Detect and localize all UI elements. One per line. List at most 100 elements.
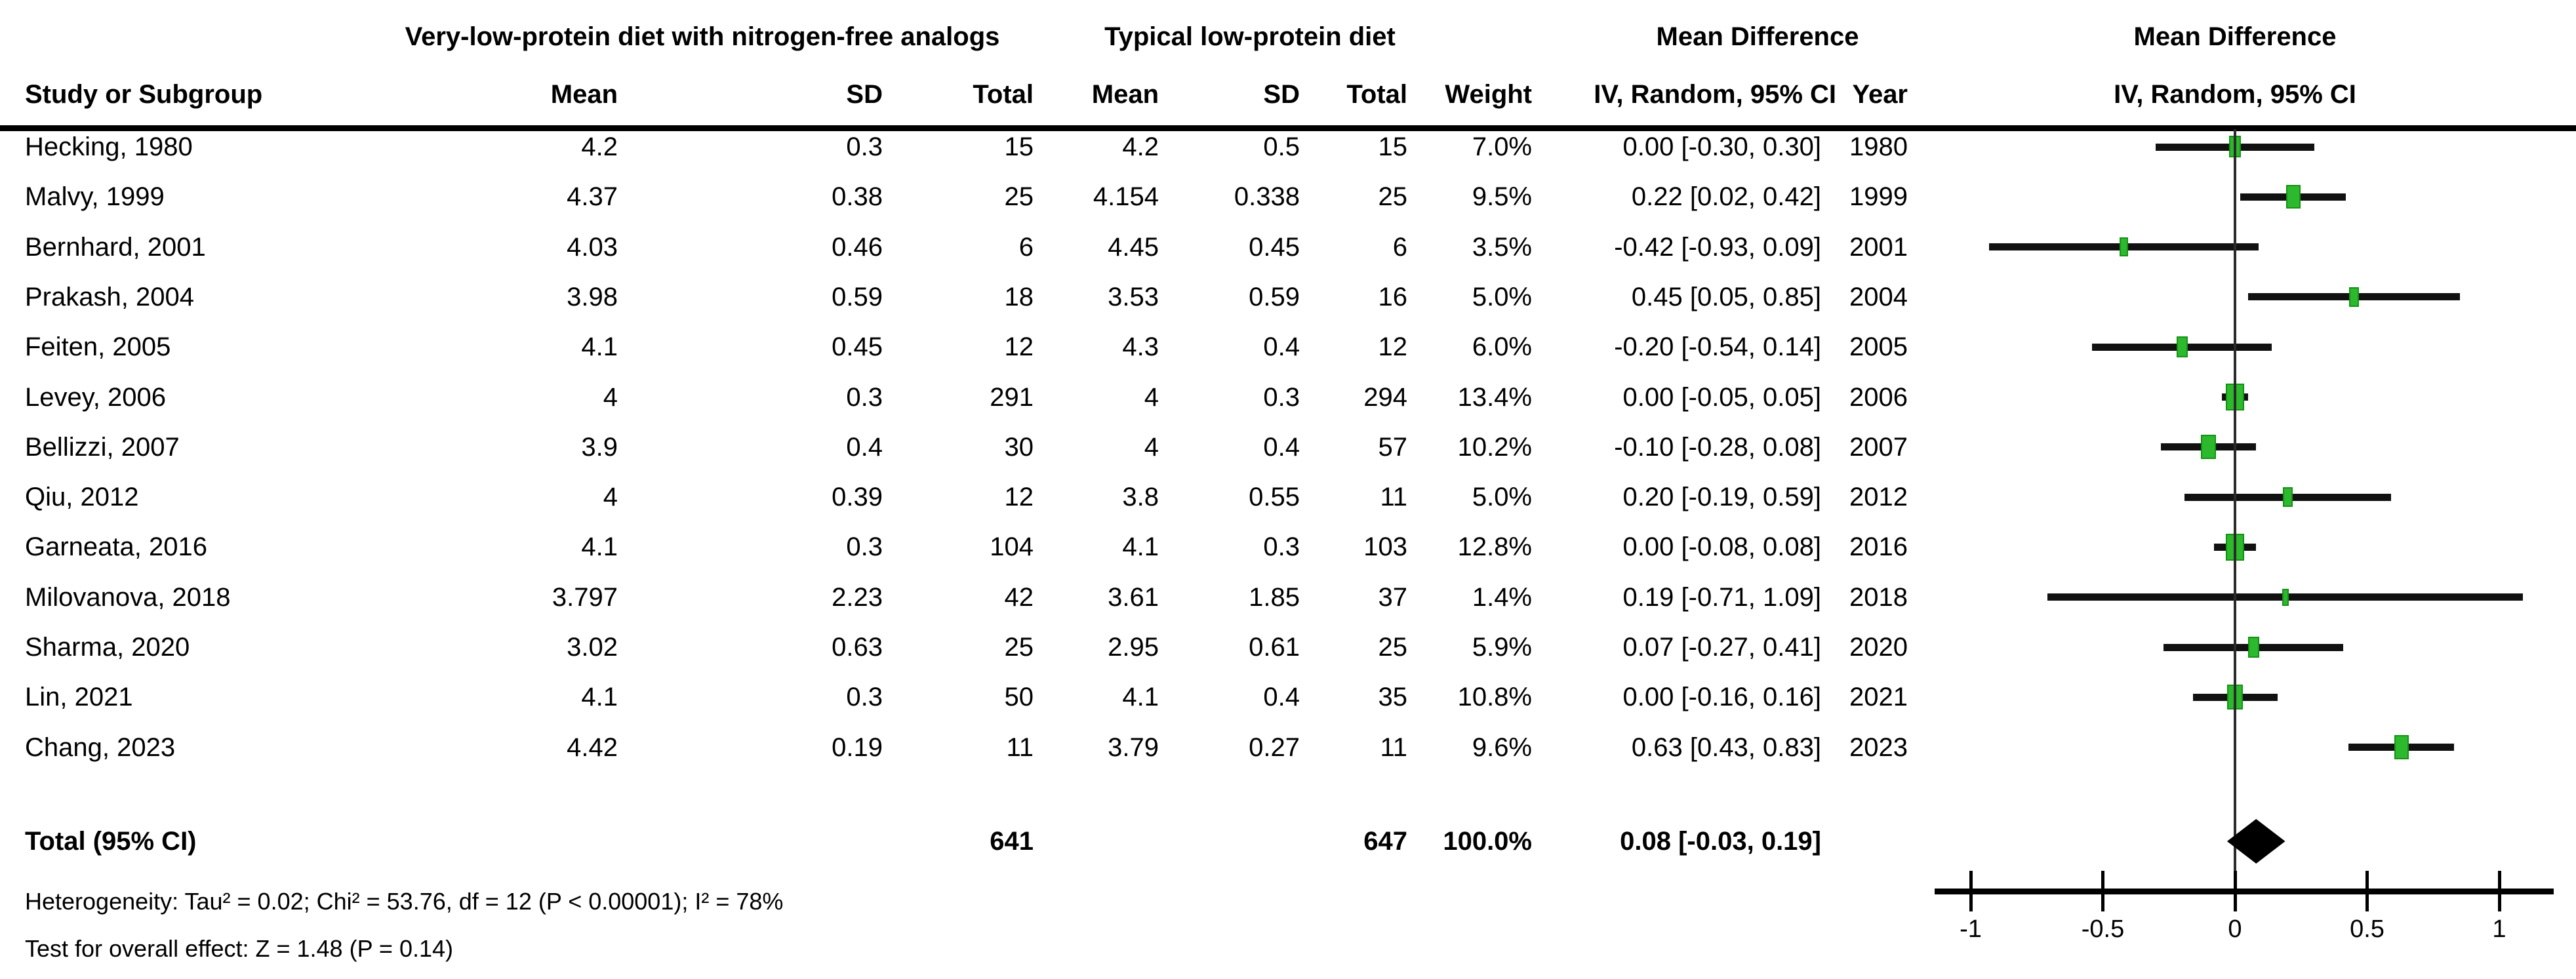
axis-tick [2365, 871, 2369, 911]
study-sd-2: 0.4 [1263, 332, 1300, 362]
total-n1: 641 [990, 827, 1034, 856]
study-sd-2: 0.45 [1249, 232, 1300, 262]
effect-marker [2285, 185, 2301, 209]
study-ci-text: 0.07 [-0.27, 0.41] [1622, 633, 1821, 662]
study-total-2: 25 [1378, 633, 1408, 662]
study-year: 2012 [1849, 483, 1908, 512]
study-name: Garneata, 2016 [25, 532, 207, 562]
study-total-1: 104 [990, 532, 1034, 562]
study-sd-1: 0.38 [832, 182, 883, 212]
study-sd-2: 0.61 [1249, 633, 1300, 662]
study-name: Levey, 2006 [25, 382, 166, 412]
study-weight: 5.0% [1472, 282, 1532, 311]
study-total-1: 12 [1004, 483, 1034, 512]
study-ci-text: 0.19 [-0.71, 1.09] [1622, 582, 1821, 612]
study-mean-1: 4.37 [567, 182, 618, 212]
study-year: 2006 [1849, 382, 1908, 412]
study-ci-text: 0.00 [-0.05, 0.05] [1622, 382, 1821, 412]
study-name: Milovanova, 2018 [25, 582, 231, 612]
header-separator-line [0, 125, 2576, 131]
group1-mean-header: Mean [550, 80, 618, 109]
study-mean-2: 3.61 [1108, 582, 1159, 612]
study-sd-1: 0.45 [832, 332, 883, 362]
heterogeneity-stats: Heterogeneity: Tau² = 0.02; Chi² = 53.76… [25, 888, 784, 915]
study-name: Prakash, 2004 [25, 282, 194, 311]
study-mean-1: 3.02 [567, 633, 618, 662]
study-total-2: 103 [1363, 532, 1407, 562]
study-ci-text: -0.20 [-0.54, 0.14] [1614, 332, 1821, 362]
study-sd-2: 0.4 [1263, 683, 1300, 712]
study-year: 2020 [1849, 633, 1908, 662]
study-ci-text: -0.42 [-0.93, 0.09] [1614, 232, 1821, 262]
study-name: Hecking, 1980 [25, 132, 193, 161]
study-name: Bellizzi, 2007 [25, 432, 180, 462]
mean-difference-column-title: Mean Difference [1656, 22, 1859, 51]
study-mean-1: 3.797 [552, 582, 618, 612]
axis-tick [2497, 871, 2501, 911]
study-mean-2: 3.53 [1108, 282, 1159, 311]
study-total-1: 25 [1004, 633, 1034, 662]
study-total-2: 57 [1378, 432, 1408, 462]
study-year: 2004 [1849, 282, 1908, 311]
total-ci-text: 0.08 [-0.03, 0.19] [1620, 827, 1821, 856]
study-sd-2: 0.338 [1234, 182, 1300, 212]
study-sd-1: 0.3 [846, 382, 883, 412]
study-weight: 5.9% [1472, 633, 1532, 662]
study-weight: 13.4% [1457, 382, 1532, 412]
effect-marker [2176, 336, 2188, 358]
effect-marker [2282, 487, 2293, 508]
overall-effect-test: Test for overall effect: Z = 1.48 (P = 0… [25, 935, 454, 962]
study-total-2: 11 [1380, 483, 1407, 512]
study-total-1: 18 [1004, 282, 1034, 311]
study-year: 2023 [1849, 732, 1908, 762]
study-name: Feiten, 2005 [25, 332, 171, 362]
study-total-1: 30 [1004, 432, 1034, 462]
study-total-2: 294 [1363, 382, 1407, 412]
study-total-1: 25 [1004, 182, 1034, 212]
study-mean-2: 4.1 [1122, 683, 1159, 712]
study-ci-text: 0.20 [-0.19, 0.59] [1622, 483, 1821, 512]
study-weight: 6.0% [1472, 332, 1532, 362]
study-total-1: 42 [1004, 582, 1034, 612]
study-mean-1: 3.98 [567, 282, 618, 311]
study-mean-2: 4.154 [1093, 182, 1159, 212]
study-year: 2021 [1849, 683, 1908, 712]
study-mean-1: 4.42 [567, 732, 618, 762]
study-ci-text: -0.10 [-0.28, 0.08] [1614, 432, 1821, 462]
study-name: Malvy, 1999 [25, 182, 165, 212]
study-ci-text: 0.63 [0.43, 0.83] [1631, 732, 1821, 762]
study-name: Qiu, 2012 [25, 483, 139, 512]
x-axis-line [1935, 889, 2554, 894]
study-sd-2: 0.4 [1263, 432, 1300, 462]
study-sd-2: 0.3 [1263, 382, 1300, 412]
study-sd-1: 0.39 [832, 483, 883, 512]
study-total-2: 11 [1380, 732, 1407, 762]
study-column-header: Study or Subgroup [25, 80, 263, 109]
study-total-1: 12 [1004, 332, 1034, 362]
study-mean-1: 3.9 [581, 432, 618, 462]
study-sd-1: 0.3 [846, 532, 883, 562]
study-weight: 10.2% [1457, 432, 1532, 462]
study-mean-1: 4.1 [581, 332, 618, 362]
group2-total-header: Total [1346, 80, 1407, 109]
effect-marker [2348, 287, 2360, 308]
study-ci-text: 0.22 [0.02, 0.42] [1631, 182, 1821, 212]
study-sd-2: 0.3 [1263, 532, 1300, 562]
group1-total-header: Total [973, 80, 1034, 109]
study-total-1: 291 [990, 382, 1034, 412]
study-mean-1: 4.03 [567, 232, 618, 262]
study-mean-1: 4 [603, 483, 618, 512]
study-mean-1: 4.1 [581, 683, 618, 712]
effect-marker [2201, 435, 2217, 460]
study-year: 2005 [1849, 332, 1908, 362]
study-sd-2: 0.27 [1249, 732, 1300, 762]
total-weight: 100.0% [1443, 827, 1532, 856]
study-mean-1: 4.2 [581, 132, 618, 161]
study-name: Bernhard, 2001 [25, 232, 206, 262]
study-ci-text: 0.00 [-0.30, 0.30] [1622, 132, 1821, 161]
total-row-label: Total (95% CI) [25, 827, 197, 856]
study-total-2: 35 [1378, 683, 1408, 712]
study-year: 1999 [1849, 182, 1908, 212]
study-weight: 5.0% [1472, 483, 1532, 512]
